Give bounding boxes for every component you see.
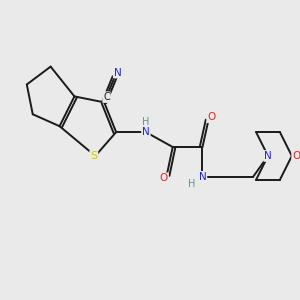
Text: C: C — [103, 92, 110, 102]
Text: O: O — [292, 151, 300, 161]
Text: N: N — [199, 172, 206, 182]
Text: S: S — [90, 151, 98, 161]
Text: O: O — [207, 112, 215, 122]
Text: N: N — [142, 127, 150, 137]
Text: N: N — [114, 68, 122, 78]
Text: H: H — [188, 179, 196, 189]
Text: H: H — [142, 117, 150, 127]
Text: O: O — [160, 173, 168, 183]
Text: N: N — [264, 151, 272, 161]
